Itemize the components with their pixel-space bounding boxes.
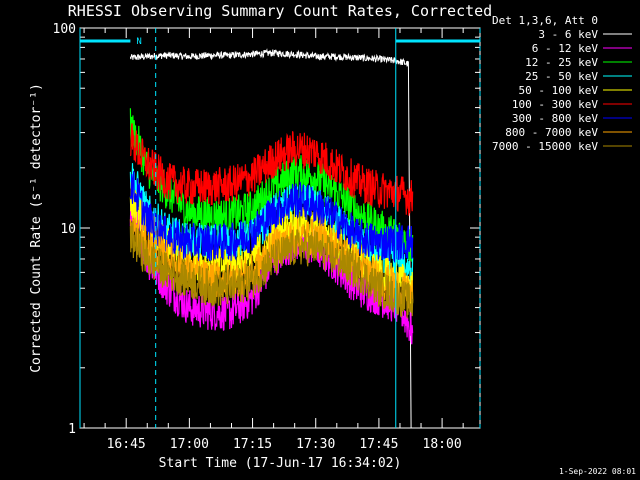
legend-label: 7000 - 15000 keV (492, 140, 598, 153)
legend-label: 100 - 300 keV (512, 98, 598, 111)
series-line-1 (129, 48, 412, 428)
series-line-6 (129, 123, 414, 216)
night-annotation: N (136, 37, 141, 47)
series-line-9 (129, 221, 414, 319)
x-tick-label: 17:30 (296, 437, 335, 452)
legend-label: 6 - 12 keV (532, 42, 599, 55)
x-tick-label: 16:45 (107, 437, 146, 452)
x-tick-label: 17:45 (359, 437, 398, 452)
legend-label: 25 - 50 keV (525, 70, 598, 83)
x-axis-label: Start Time (17-Jun-17 16:34:02) (159, 456, 402, 471)
y-tick-label: 1 (68, 422, 76, 437)
legend-label: 12 - 25 keV (525, 56, 598, 69)
series-line-7 (129, 171, 414, 264)
series-group (129, 48, 414, 428)
x-tick-label: 17:15 (233, 437, 272, 452)
legend-label: 3 - 6 keV (538, 28, 598, 41)
y-tick-label: 100 (53, 22, 76, 37)
y-axis-label: Corrected Count Rate (s⁻¹ detector⁻¹) (29, 83, 44, 373)
legend-label: 800 - 7000 keV (505, 126, 598, 139)
chart-title: RHESSI Observing Summary Count Rates, Co… (68, 2, 492, 20)
x-tick-label: 17:00 (170, 437, 209, 452)
legend-title: Det 1,3,6, Att 0 (492, 14, 598, 27)
plot-area: 1 10 100 16:45 17:00 17:15 17:30 17:45 18:00 N (53, 22, 481, 452)
timestamp: 1-Sep-2022 08:01 (559, 467, 636, 476)
x-tick-label: 18:00 (423, 437, 462, 452)
legend-label: 300 - 800 keV (512, 112, 598, 125)
y-tick-label: 10 (60, 222, 76, 237)
legend-label: 50 - 100 keV (519, 84, 599, 97)
